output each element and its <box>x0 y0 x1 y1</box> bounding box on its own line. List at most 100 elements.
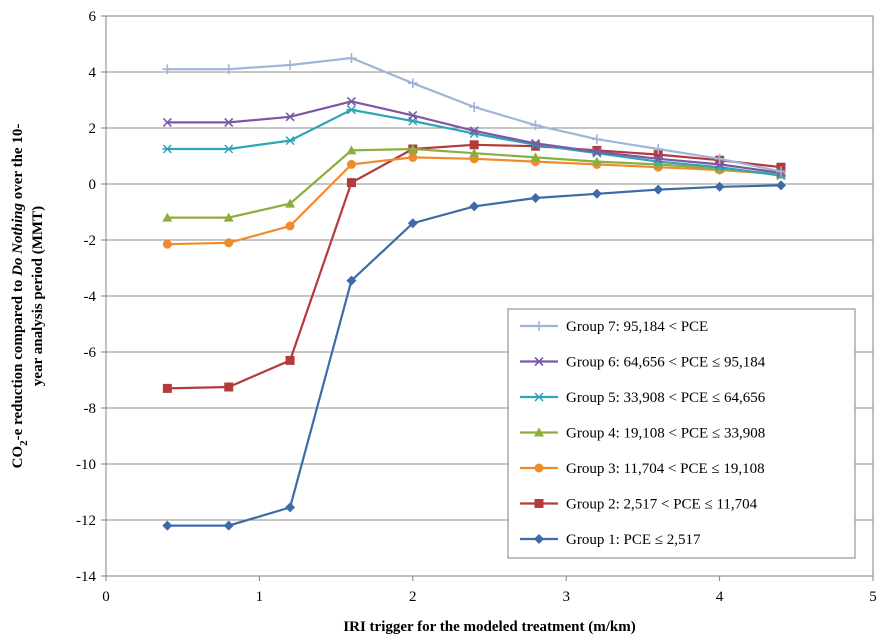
data-point <box>223 520 234 531</box>
data-point <box>469 126 479 136</box>
data-point <box>591 134 602 145</box>
data-point <box>346 159 356 169</box>
legend-box <box>507 308 856 559</box>
data-point <box>285 136 296 146</box>
legend-item: Group 4: 19,108 < PCE ≤ 33,908 <box>520 426 765 442</box>
data-point <box>224 382 234 392</box>
data-point <box>653 144 664 154</box>
y-tick-label: -10 <box>76 457 96 473</box>
data-point <box>469 201 480 212</box>
data-point <box>531 141 541 151</box>
legend-item: Group 2: 2,517 < PCE ≤ 11,704 <box>520 497 758 513</box>
legend-label: Group 6: 64,656 < PCE ≤ 95,184 <box>566 355 766 371</box>
data-point <box>407 78 418 89</box>
x-tick-label: 5 <box>869 589 877 605</box>
legend-marker <box>534 534 544 544</box>
x-tick-label: 0 <box>102 589 110 605</box>
data-point <box>530 193 541 203</box>
y-title-mid: -e reduction compared to <box>10 276 26 440</box>
data-point <box>223 212 234 222</box>
data-point <box>346 178 356 188</box>
legend-label: Group 2: 2,517 < PCE ≤ 11,704 <box>566 497 758 513</box>
legend-marker <box>534 392 544 402</box>
x-axis-title: IRI trigger for the modeled treatment (m… <box>343 619 635 635</box>
legend-item: Group 3: 11,704 < PCE ≤ 19,108 <box>520 461 765 477</box>
legend-item: Group 6: 64,656 < PCE ≤ 95,184 <box>520 355 766 371</box>
legend-marker <box>534 356 544 367</box>
data-point <box>714 153 725 164</box>
y-axis-title: CO2-e reduction compared to Do Nothing o… <box>10 124 46 469</box>
legend-label: Group 3: 11,704 < PCE ≤ 19,108 <box>566 461 765 477</box>
data-point <box>285 60 296 70</box>
legend-marker <box>534 463 544 473</box>
data-point <box>469 148 480 158</box>
data-point <box>653 184 664 195</box>
data-point <box>223 144 234 154</box>
x-tick-label: 4 <box>716 589 724 605</box>
y-title-co: CO <box>10 446 26 469</box>
data-point <box>285 221 295 231</box>
data-point <box>223 64 234 75</box>
y-title-sub: 2 <box>18 440 30 446</box>
data-point <box>653 154 663 164</box>
data-point <box>285 355 295 365</box>
data-point <box>408 110 418 120</box>
data-point <box>715 159 725 169</box>
data-point <box>591 188 602 199</box>
data-point <box>224 117 234 127</box>
x-tick-label: 2 <box>409 589 417 605</box>
data-point <box>162 212 173 222</box>
x-tick-labels: 0 1 2 3 4 5 <box>102 576 877 605</box>
legend-label: Group 1: PCE ≤ 2,517 <box>566 532 701 548</box>
legend-label: Group 5: 33,908 < PCE ≤ 64,656 <box>566 390 766 406</box>
data-point <box>775 166 786 177</box>
data-point <box>346 275 357 286</box>
x-tick-label: 3 <box>562 589 570 605</box>
legend-label: Group 4: 19,108 < PCE ≤ 33,908 <box>566 426 765 442</box>
y-axis-title-line-2: year analysis period (MMT) <box>30 206 46 386</box>
data-point <box>285 502 296 513</box>
data-point <box>592 147 602 157</box>
data-point <box>162 239 172 249</box>
series-line <box>167 156 782 246</box>
series-2 <box>162 96 786 178</box>
data-point <box>407 218 418 229</box>
data-point <box>346 53 357 63</box>
data-point <box>653 159 664 169</box>
data-point <box>591 156 602 166</box>
data-point <box>530 152 541 162</box>
y-tick-label: 6 <box>89 9 97 25</box>
data-point <box>162 383 172 393</box>
y-axis-title-line-1: CO2-e reduction compared to Do Nothing o… <box>10 124 30 469</box>
series-7 <box>162 180 786 531</box>
data-point <box>469 140 479 150</box>
legend-marker <box>534 321 544 331</box>
legend-label: Group 7: 95,184 < PCE <box>566 319 708 335</box>
y-tick-label: 4 <box>89 65 97 81</box>
y-tick-label: -8 <box>84 401 97 417</box>
data-point <box>530 120 541 131</box>
y-tick-label: 0 <box>89 177 97 193</box>
legend-item: Group 7: 95,184 < PCE <box>520 319 708 335</box>
data-point <box>346 96 357 106</box>
data-point <box>162 520 173 531</box>
data-point <box>530 138 541 148</box>
data-point <box>775 180 786 191</box>
y-tick-labels: -14 -12 -10 -8 -6 -4 -2 0 2 4 6 <box>76 9 106 585</box>
data-point <box>162 64 173 75</box>
x-tick-label: 1 <box>256 589 264 605</box>
y-title-suffix: over the 10- <box>10 124 26 203</box>
y-tick-label: -6 <box>84 345 97 361</box>
data-point <box>346 145 357 155</box>
data-point <box>224 238 234 248</box>
y-tick-label: -4 <box>84 289 97 305</box>
data-point <box>162 117 172 127</box>
series-1 <box>162 53 786 177</box>
data-point <box>285 112 295 122</box>
legend-marker <box>534 427 544 437</box>
y-tick-label: -14 <box>76 569 96 585</box>
data-point <box>162 144 173 154</box>
data-point <box>346 105 357 115</box>
data-point <box>714 181 725 192</box>
data-point <box>285 198 296 208</box>
